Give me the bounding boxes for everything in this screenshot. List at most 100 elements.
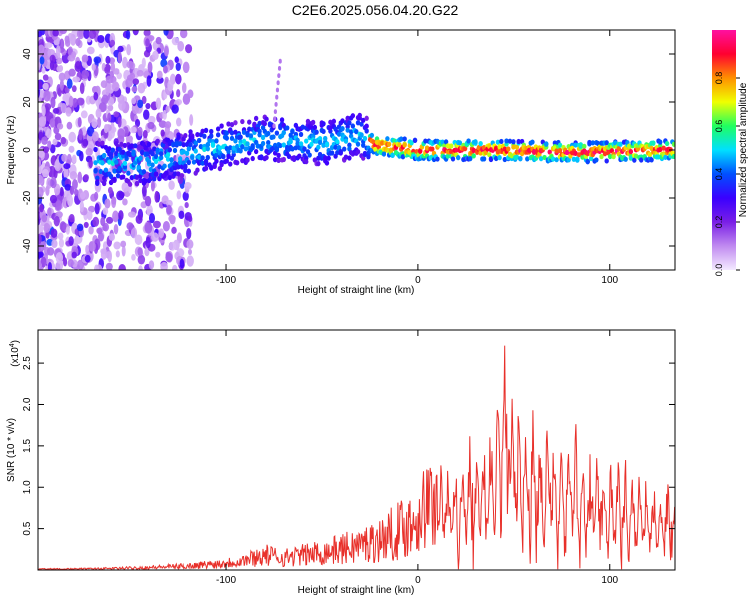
spectrogram-cell	[66, 121, 73, 130]
spectrogram-cell	[366, 154, 371, 160]
spectrogram-cell	[342, 146, 347, 152]
spectrogram-cell	[594, 157, 599, 163]
spectrogram-cell	[174, 56, 179, 64]
spectrogram-cell	[93, 167, 98, 174]
spectrogram-cell	[144, 222, 153, 234]
spectrogram-cell	[478, 141, 483, 147]
spectrogram-cell	[105, 251, 111, 259]
spectrogram-cell	[651, 140, 656, 146]
spectrogram-cell	[281, 156, 286, 163]
spectrogram-cell	[172, 171, 178, 177]
spectrogram-cell	[131, 151, 136, 157]
spectrogram-cell	[573, 150, 578, 156]
spectrogram-cell	[215, 126, 221, 132]
spectrogram-cell	[64, 86, 70, 94]
spectrogram-cell	[271, 134, 276, 140]
spectrogram-cell	[52, 30, 59, 37]
spectrogram-cell	[167, 79, 174, 92]
spectrogram-cell	[178, 210, 185, 220]
spectrogram-cell	[518, 156, 523, 162]
spectrogram-cell	[117, 128, 126, 140]
spectrogram-cell	[137, 82, 146, 94]
snr-x-tick-label: 0	[415, 575, 421, 586]
spectrogram-cell	[88, 225, 94, 235]
spectrogram-cell	[129, 175, 135, 181]
spectrogram-cell	[152, 220, 161, 229]
spectrogram-cell	[278, 58, 282, 64]
spectrogram-cell	[96, 141, 102, 147]
spectrogram-cell	[297, 153, 302, 159]
spectrogram-cell	[281, 142, 286, 148]
spectrogram-cell	[96, 227, 103, 235]
spectrogram-cell	[88, 30, 97, 40]
spectrogram-cell	[276, 157, 281, 164]
spectrogram-cell	[78, 128, 83, 141]
spectrogram-cell	[143, 30, 151, 37]
spectrogram-cell	[76, 259, 85, 270]
spectrogram-cell	[329, 150, 335, 156]
spectrogram-cell	[184, 182, 192, 190]
spectrogram-cell	[112, 210, 119, 222]
spectrogram-cell	[175, 117, 182, 127]
spectrogram-cell	[113, 241, 121, 250]
spectrogram-cell	[59, 186, 64, 197]
spectrogram-cell	[647, 151, 653, 158]
spectrogram-cell	[65, 107, 72, 117]
spectrogram-cell	[573, 142, 578, 148]
spectrogram-cell	[160, 129, 165, 137]
spectrogram-cell	[547, 149, 552, 155]
spectrogram-cell	[316, 161, 321, 167]
spectrogram-cell	[110, 147, 116, 153]
spectrogram-cell	[314, 129, 319, 135]
spectrogram-cell	[118, 264, 126, 270]
spectrogram-cell	[153, 154, 159, 160]
spectrogram-cell	[493, 155, 499, 162]
spectrogram-cell	[126, 170, 131, 176]
spectrogram-cell	[103, 167, 109, 173]
spectrogram-cell	[42, 82, 49, 90]
snr-y-tick-label: 2.0	[22, 397, 33, 411]
spectrogram-cell	[388, 147, 394, 153]
snr-multiplier-close: )	[10, 340, 21, 343]
spectrogram-cell	[76, 223, 84, 232]
spectrogram-cell	[137, 247, 143, 257]
spectrogram-cell	[126, 43, 132, 56]
spectrogram-cell	[607, 153, 613, 160]
snr-multiplier-base: (x10	[10, 347, 21, 367]
spectrogram-cell	[671, 153, 675, 160]
spectrogram-cell	[72, 179, 78, 190]
spectrogram-cell	[162, 220, 170, 232]
spectrogram-cell	[343, 138, 349, 144]
snr-y-label: SNR (10 * v/v)	[6, 418, 17, 482]
spectrogram-cell	[119, 141, 124, 147]
spectrogram-cell	[107, 146, 112, 152]
spectrogram-cell	[504, 138, 509, 144]
spectrogram-x-label: Height of straight line (km)	[298, 285, 415, 296]
spectrogram-cell	[152, 50, 159, 61]
spectrogram-cell	[355, 120, 361, 126]
spectrogram-cell	[557, 147, 563, 154]
spectrogram-cell	[104, 198, 111, 209]
snr-y-tick-label: 1.0	[22, 480, 33, 494]
spectrogram-cell	[38, 158, 42, 168]
spectrogram-cell	[663, 154, 668, 160]
spectrogram-cell	[59, 79, 64, 91]
spectrogram-cell	[538, 156, 544, 162]
spectrogram-cell	[442, 143, 447, 149]
spectrogram-cell	[506, 146, 511, 152]
spectrogram-cell	[290, 146, 295, 152]
spectrogram-cell	[50, 177, 57, 189]
spectrogram-cell	[45, 41, 53, 49]
spectrogram-cell	[359, 132, 364, 138]
snr-y-tick-label: 1.5	[22, 438, 33, 452]
spectrogram-cell	[115, 173, 121, 179]
spectrogram-cell	[277, 73, 281, 78]
spectrogram-cell	[566, 157, 571, 163]
spectrogram-cell	[169, 157, 174, 163]
spectrogram-cell	[179, 164, 185, 170]
spectrogram-cell	[156, 76, 164, 84]
spectrogram-cell	[125, 86, 131, 94]
spectrogram-cell	[362, 150, 368, 157]
spectrogram-cell	[554, 148, 559, 154]
